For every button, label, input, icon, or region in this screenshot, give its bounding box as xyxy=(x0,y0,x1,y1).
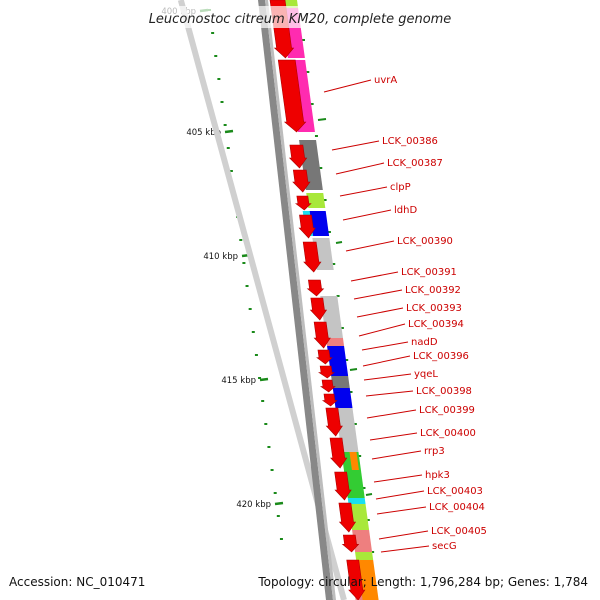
cog-block xyxy=(306,193,326,208)
cds-arrow xyxy=(277,59,307,133)
gene-label-nadd: nadD xyxy=(411,337,438,348)
cds-arrow xyxy=(316,349,333,365)
gene-label-lck-00403: LCK_00403 xyxy=(427,486,483,497)
tick-mark xyxy=(274,501,284,506)
gene-label-hpk3: hpk3 xyxy=(425,470,450,481)
gene-leader-line xyxy=(353,289,403,300)
cds-arrow xyxy=(325,407,343,437)
tick-label: 410 kbp xyxy=(203,252,238,262)
gene-label-lck-00393: LCK_00393 xyxy=(406,303,462,314)
gene-leader-line xyxy=(380,545,430,553)
gene-leader-line xyxy=(376,506,427,515)
gene-label-clpp: clpP xyxy=(390,182,411,193)
cog-block xyxy=(355,552,374,560)
gene-leader-line xyxy=(362,355,411,367)
gene-label-uvra: uvrA xyxy=(374,75,397,86)
cds-arrow xyxy=(338,502,357,533)
gene-leader-line xyxy=(339,186,388,197)
tick-label: 405 kbp xyxy=(186,128,221,138)
gene-leader-line xyxy=(366,409,417,419)
cog-block xyxy=(327,346,349,376)
gc-skew-mark xyxy=(317,118,327,121)
tick-mark xyxy=(259,377,269,382)
cds-arrow xyxy=(329,437,348,469)
map-title: Leuconostoc citreum KM20, complete genom… xyxy=(149,12,452,27)
cds-arrow xyxy=(306,279,325,297)
gene-leader-line xyxy=(335,162,385,175)
gene-leader-line xyxy=(363,373,412,381)
cds-arrow xyxy=(309,297,328,321)
gene-leader-line xyxy=(369,432,418,441)
gene-leader-line xyxy=(331,140,380,151)
gene-leader-line xyxy=(358,323,406,337)
cog-block xyxy=(347,498,366,504)
gene-leader-line xyxy=(350,271,399,282)
gene-leader-line xyxy=(365,390,414,397)
gene-label-lck-00398: LCK_00398 xyxy=(416,386,472,397)
gene-leader-line xyxy=(378,530,429,540)
cds-arrow xyxy=(288,144,308,169)
gene-leader-line xyxy=(361,341,409,351)
gene-label-secg: secG xyxy=(432,541,457,552)
cds-arrow xyxy=(302,241,322,273)
cds-arrow xyxy=(295,195,312,211)
gene-label-lck-00386: LCK_00386 xyxy=(382,136,438,147)
tick-mark xyxy=(224,129,234,134)
gene-label-lck-00387: LCK_00387 xyxy=(387,158,443,169)
gene-label-lck-00404: LCK_00404 xyxy=(429,502,485,513)
cds-arrow xyxy=(321,393,338,407)
cds-arrow xyxy=(346,559,366,600)
gc-skew-track xyxy=(208,9,375,553)
accession-text: Accession: NC_010471 xyxy=(9,575,146,589)
backbone-strand xyxy=(258,0,333,600)
cds-arrow xyxy=(313,321,331,349)
gene-label-lck-00392: LCK_00392 xyxy=(405,285,461,296)
backbone xyxy=(177,0,347,600)
gene-label-lck-00396: LCK_00396 xyxy=(413,351,469,362)
cds-arrow xyxy=(334,471,352,501)
gc-skew-mark xyxy=(335,241,343,244)
gene-label-ldhd: ldhD xyxy=(394,205,417,216)
gene-label-lck-00405: LCK_00405 xyxy=(431,526,487,537)
cds-track xyxy=(269,0,366,600)
tick-label: 415 kbp xyxy=(221,376,256,386)
cds-arrow xyxy=(341,534,360,553)
genome-summary-text: Topology: circular; Length: 1,796,284 bp… xyxy=(258,575,588,589)
cds-arrow xyxy=(318,365,335,379)
gc-skew-mark xyxy=(349,368,358,371)
gene-leader-line xyxy=(373,474,423,483)
gene-label-lck-00394: LCK_00394 xyxy=(408,319,464,330)
gene-leader-line xyxy=(323,79,372,93)
gene-label-lck-00399: LCK_00399 xyxy=(419,405,475,416)
cog-block xyxy=(352,530,373,552)
gene-label-rrp3: rrp3 xyxy=(424,446,445,457)
gene-label-lck-00391: LCK_00391 xyxy=(401,267,457,278)
cds-arrow xyxy=(298,214,316,239)
gc-skew-mark xyxy=(365,493,373,496)
cog-block xyxy=(349,452,359,470)
gene-leader-line xyxy=(375,490,425,500)
cds-arrow xyxy=(320,379,336,393)
backbone-highlight xyxy=(265,0,336,600)
gene-leader-line xyxy=(345,240,395,252)
tick-label: 420 kbp xyxy=(236,500,271,510)
cds-arrow xyxy=(292,169,311,193)
gene-labels: uvrA LCK_00386 LCK_00387 clpP ldhD LCK_00390 L… xyxy=(323,75,487,553)
cog-block xyxy=(332,388,353,408)
title-backdrop xyxy=(140,6,460,28)
gene-label-lck-00400: LCK_00400 xyxy=(420,428,476,439)
gene-leader-line xyxy=(356,307,404,318)
cog-block xyxy=(325,338,345,346)
gene-leader-line xyxy=(342,209,392,221)
gene-label-lck-00390: LCK_00390 xyxy=(397,236,453,247)
gene-label-yqel: yqeL xyxy=(414,369,438,380)
cog-block xyxy=(331,376,350,388)
gene-leader-line xyxy=(371,450,422,460)
